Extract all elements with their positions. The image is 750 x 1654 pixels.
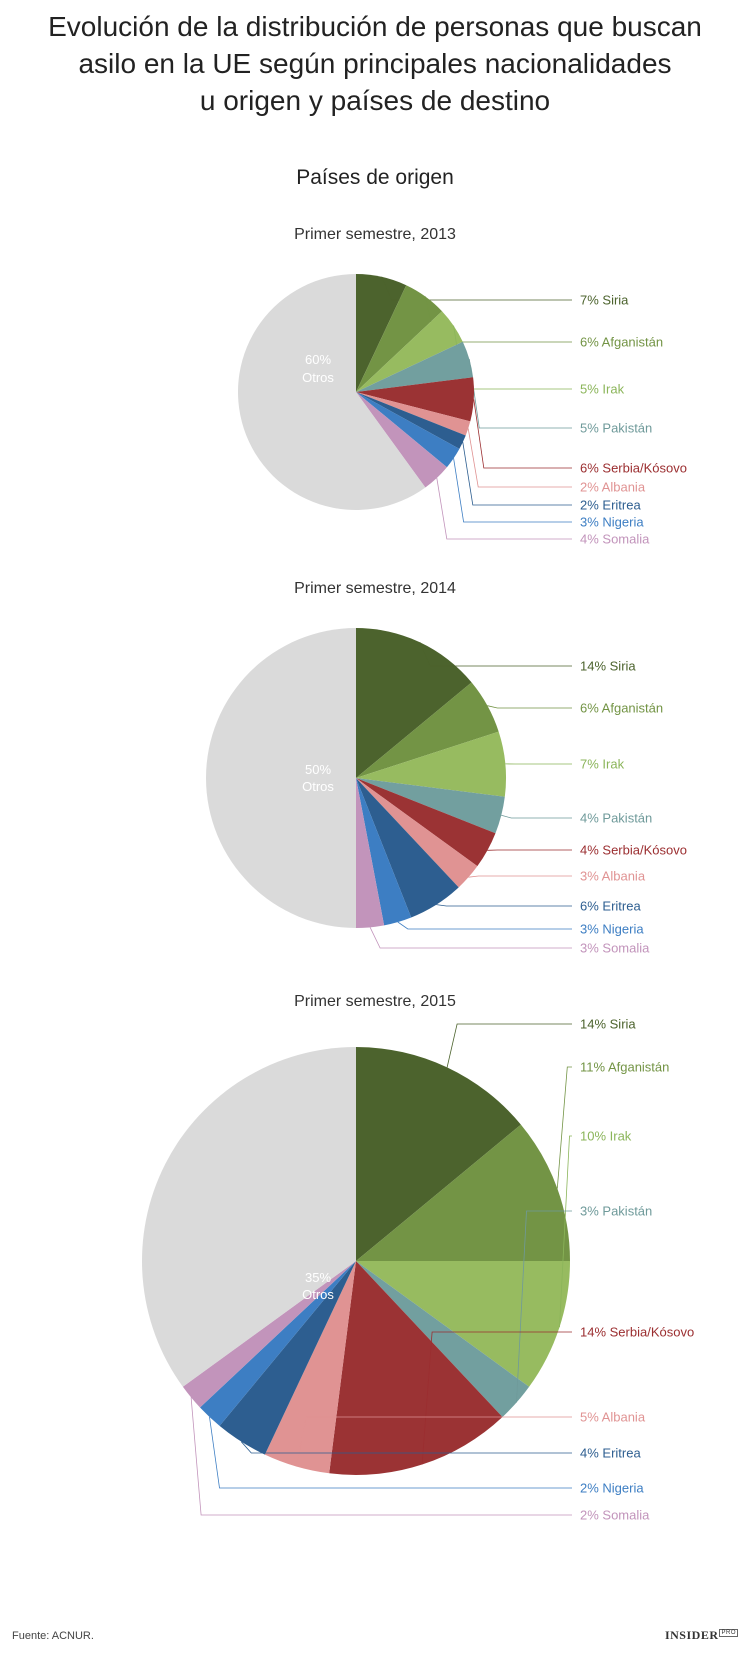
pie-slice-2015-albania <box>264 1261 356 1474</box>
leader-line-2015-irak <box>559 1135 572 1328</box>
slice-label-2013-albania: 2% Albania <box>580 480 646 495</box>
leader-line-2015-pakistan <box>516 1210 572 1403</box>
pie-otros-label-2014: Otros <box>302 779 334 794</box>
leader-line-2015-serbia-kosovo <box>421 1331 572 1465</box>
slice-label-2014-irak: 7% Irak <box>580 757 625 772</box>
leader-line-2013-pakistan <box>468 359 572 429</box>
pie-slice-2014-albania <box>356 778 478 888</box>
pie-slice-2013-otros <box>237 274 426 511</box>
pie-slice-2014-nigeria <box>356 778 412 926</box>
pie-slice-2013-somalia <box>356 392 447 488</box>
slice-label-2015-irak: 10% Irak <box>580 1129 632 1144</box>
logo-text: INSIDER <box>664 1628 719 1642</box>
leader-line-2013-albania <box>467 428 572 488</box>
slice-label-2014-eritrea: 6% Eritrea <box>580 899 641 914</box>
pie-otros-pct-2013: 60% <box>305 352 331 367</box>
slice-label-2014-nigeria: 3% Nigeria <box>580 922 644 937</box>
pie-slice-2014-serbia-kosovo <box>356 778 496 867</box>
pie-slice-2013-nigeria <box>356 392 460 468</box>
pie-slice-2013-serbia-kosovo <box>356 377 474 422</box>
title-line-3: u origen y países de destino <box>199 85 551 116</box>
pie-slice-2013-irak <box>356 311 463 392</box>
pie-title-2015: Primer semestre, 2015 <box>294 993 456 1010</box>
leader-line-2013-somalia <box>436 477 572 540</box>
leader-line-2015-somalia <box>190 1397 572 1516</box>
slice-label-2015-siria: 14% Siria <box>580 1017 636 1032</box>
slice-label-2013-eritrea: 2% Eritrea <box>580 498 641 513</box>
pie-slice-2015-pakistan <box>356 1261 530 1417</box>
slice-label-2015-albania: 5% Albania <box>580 1410 646 1425</box>
pie-slice-2014-afganistan <box>356 682 499 778</box>
leader-line-2015-eritrea <box>241 1441 572 1454</box>
publisher-logo: INSIDER PRO <box>665 1628 738 1643</box>
pie-slice-2013-siria <box>356 274 407 392</box>
leader-line-2013-siria <box>381 276 572 301</box>
leader-line-2015-siria <box>446 1023 572 1068</box>
slice-label-2013-pakistan: 5% Pakistán <box>580 421 652 436</box>
pie-otros-pct-2014: 50% <box>305 762 331 777</box>
slice-label-2013-siria: 7% Siria <box>580 293 629 308</box>
leader-line-2014-nigeria <box>397 921 572 930</box>
slice-label-2013-irak: 5% Irak <box>580 382 625 397</box>
slice-label-2013-nigeria: 3% Nigeria <box>580 515 644 530</box>
leader-line-2015-albania <box>295 1416 572 1467</box>
slice-label-2014-serbia-kosovo: 4% Serbia/Kósovo <box>580 843 687 858</box>
pie-slice-2015-eritrea <box>219 1261 356 1455</box>
pie-otros-label-2013: Otros <box>302 370 334 385</box>
leader-line-2014-afganistan <box>487 705 572 709</box>
pie-slice-2014-otros <box>206 628 356 928</box>
slice-label-2015-somalia: 2% Somalia <box>580 1508 650 1523</box>
pie-slice-2013-eritrea <box>356 392 466 449</box>
pie-slice-2014-pakistan <box>356 778 505 834</box>
title-line-1: Evolución de la distribución de personas… <box>48 11 702 42</box>
pie-title-2013: Primer semestre, 2013 <box>294 226 456 243</box>
slice-label-2015-afganistan: 11% Afganistán <box>580 1060 669 1075</box>
slice-label-2014-afganistan: 6% Afganistán <box>580 701 663 716</box>
leader-line-2013-serbia-kosovo <box>473 399 572 469</box>
pie-slice-2015-siria <box>356 1047 521 1261</box>
section-subtitle: Países de origen <box>296 166 454 189</box>
pie-slice-2015-somalia <box>182 1261 356 1408</box>
slice-label-2015-nigeria: 2% Nigeria <box>580 1481 644 1496</box>
page-title: Evolución de la distribución de personas… <box>0 8 750 119</box>
leader-line-2013-eritrea <box>462 442 572 506</box>
slice-label-2013-afganistan: 6% Afganistán <box>580 335 663 350</box>
pie-otros-pct-2015: 35% <box>305 1270 331 1285</box>
leader-line-2013-nigeria <box>453 458 572 523</box>
leader-line-2015-afganistan <box>556 1066 572 1189</box>
slice-label-2015-pakistan: 3% Pakistán <box>580 1204 652 1219</box>
logo-badge: PRO <box>719 1629 738 1637</box>
leader-line-2014-eritrea <box>436 904 572 907</box>
leader-line-2014-pakistan <box>501 814 572 819</box>
pie-slice-2014-eritrea <box>356 778 459 918</box>
pie-slice-2014-somalia <box>356 778 385 928</box>
pie-slice-2014-siria <box>356 628 472 778</box>
source-note: Fuente: ACNUR. <box>12 1630 94 1642</box>
slice-label-2015-serbia-kosovo: 14% Serbia/Kósovo <box>580 1325 694 1340</box>
pie-title-2014: Primer semestre, 2014 <box>294 580 456 597</box>
slice-label-2015-eritrea: 4% Eritrea <box>580 1446 641 1461</box>
pie-slice-2015-serbia-kosovo <box>329 1261 503 1475</box>
slice-label-2014-somalia: 3% Somalia <box>580 941 650 956</box>
leader-line-2015-nigeria <box>209 1416 572 1489</box>
slice-label-2013-somalia: 4% Somalia <box>580 532 650 547</box>
slice-label-2014-pakistan: 4% Pakistán <box>580 811 652 826</box>
pie-otros-label-2015: Otros <box>302 1287 334 1302</box>
slice-label-2014-siria: 14% Siria <box>580 659 636 674</box>
pie-slice-2015-otros <box>141 1047 356 1387</box>
pie-slice-2013-pakistan <box>356 341 474 392</box>
pie-slice-2014-irak <box>356 731 507 797</box>
pie-slice-2015-irak <box>356 1261 570 1387</box>
pie-slice-2013-afganistan <box>356 285 443 392</box>
leader-line-2014-siria <box>419 642 572 667</box>
slice-label-2013-serbia-kosovo: 6% Serbia/Kósovo <box>580 461 687 476</box>
leader-line-2014-somalia <box>369 927 572 949</box>
pie-slice-2015-afganistan <box>356 1124 570 1261</box>
pie-slice-2013-albania <box>356 392 471 436</box>
slice-label-2014-albania: 3% Albania <box>580 869 646 884</box>
title-line-2: asilo en la UE según principales naciona… <box>78 48 672 79</box>
pie-slice-2015-nigeria <box>200 1261 356 1426</box>
leader-line-2014-albania <box>468 875 572 878</box>
